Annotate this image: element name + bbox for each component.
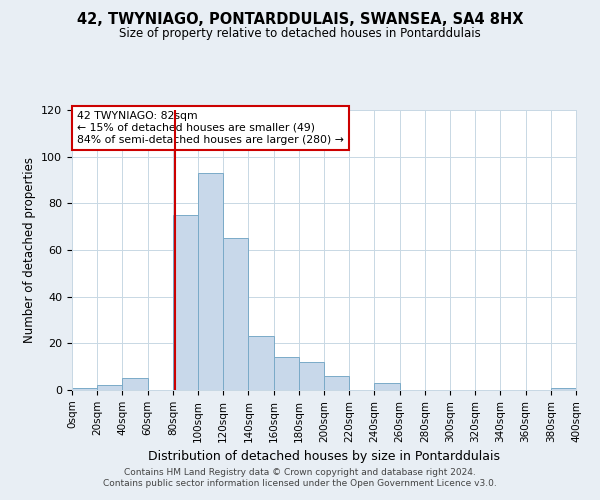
- Bar: [72, 388, 97, 390]
- Text: 42, TWYNIAGO, PONTARDDULAIS, SWANSEA, SA4 8HX: 42, TWYNIAGO, PONTARDDULAIS, SWANSEA, SA…: [77, 12, 523, 28]
- Bar: [248, 336, 274, 390]
- Bar: [374, 383, 400, 390]
- Bar: [173, 215, 198, 390]
- Bar: [223, 238, 248, 390]
- Bar: [97, 386, 122, 390]
- Text: 42 TWYNIAGO: 82sqm
← 15% of detached houses are smaller (49)
84% of semi-detache: 42 TWYNIAGO: 82sqm ← 15% of detached hou…: [77, 112, 344, 144]
- Bar: [122, 378, 148, 390]
- Text: Size of property relative to detached houses in Pontarddulais: Size of property relative to detached ho…: [119, 28, 481, 40]
- Bar: [274, 358, 299, 390]
- Text: Contains HM Land Registry data © Crown copyright and database right 2024.
Contai: Contains HM Land Registry data © Crown c…: [103, 468, 497, 487]
- Bar: [324, 376, 349, 390]
- Bar: [551, 388, 576, 390]
- X-axis label: Distribution of detached houses by size in Pontarddulais: Distribution of detached houses by size …: [148, 450, 500, 463]
- Bar: [198, 173, 223, 390]
- Y-axis label: Number of detached properties: Number of detached properties: [23, 157, 35, 343]
- Bar: [299, 362, 324, 390]
